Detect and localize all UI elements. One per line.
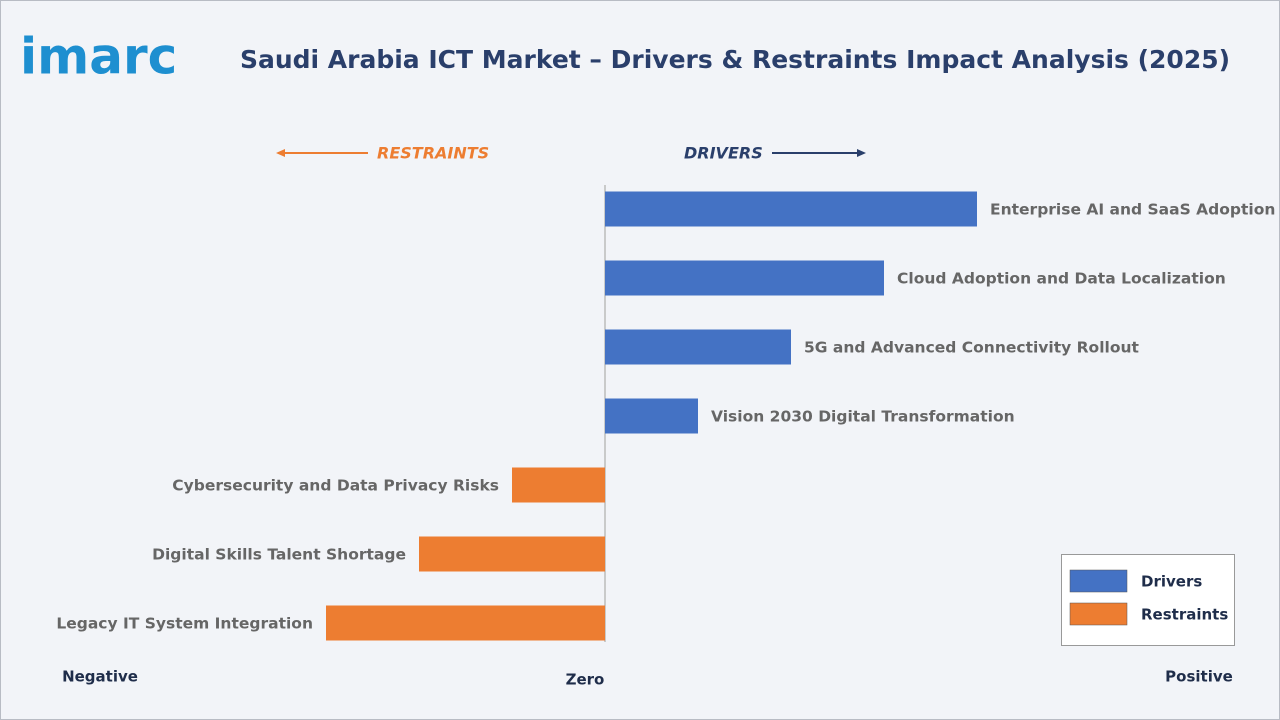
legend-label: Restraints xyxy=(1141,606,1228,624)
bar xyxy=(605,260,884,296)
legend-label: Drivers xyxy=(1141,573,1202,591)
category-label: Vision 2030 Digital Transformation xyxy=(711,408,1015,426)
bar xyxy=(326,605,605,641)
restraints-label: RESTRAINTS xyxy=(377,144,489,163)
category-label: Cloud Adoption and Data Localization xyxy=(897,270,1226,288)
category-label: Cybersecurity and Data Privacy Risks xyxy=(172,477,499,495)
positive-label: Positive xyxy=(1165,668,1233,686)
category-label: Digital Skills Talent Shortage xyxy=(152,546,406,564)
category-label: 5G and Advanced Connectivity Rollout xyxy=(804,339,1140,357)
bar xyxy=(605,398,698,434)
category-label: Legacy IT System Integration xyxy=(56,615,313,633)
negative-label: Negative xyxy=(62,668,138,686)
drivers-arrowhead xyxy=(857,149,866,157)
legend xyxy=(1061,554,1235,646)
legend-swatch xyxy=(1069,602,1128,626)
bar xyxy=(419,536,605,572)
bar xyxy=(605,191,977,227)
zero-label: Zero xyxy=(566,671,605,689)
bar xyxy=(512,467,605,503)
drivers-label: DRIVERS xyxy=(684,144,763,163)
logo: imarc xyxy=(20,28,177,86)
chart-title: Saudi Arabia ICT Market – Drivers & Rest… xyxy=(240,45,1230,74)
category-label: Enterprise AI and SaaS Adoption xyxy=(990,201,1275,219)
bar xyxy=(605,329,791,365)
restraints-arrowhead xyxy=(276,149,285,157)
legend-swatch xyxy=(1069,569,1128,593)
